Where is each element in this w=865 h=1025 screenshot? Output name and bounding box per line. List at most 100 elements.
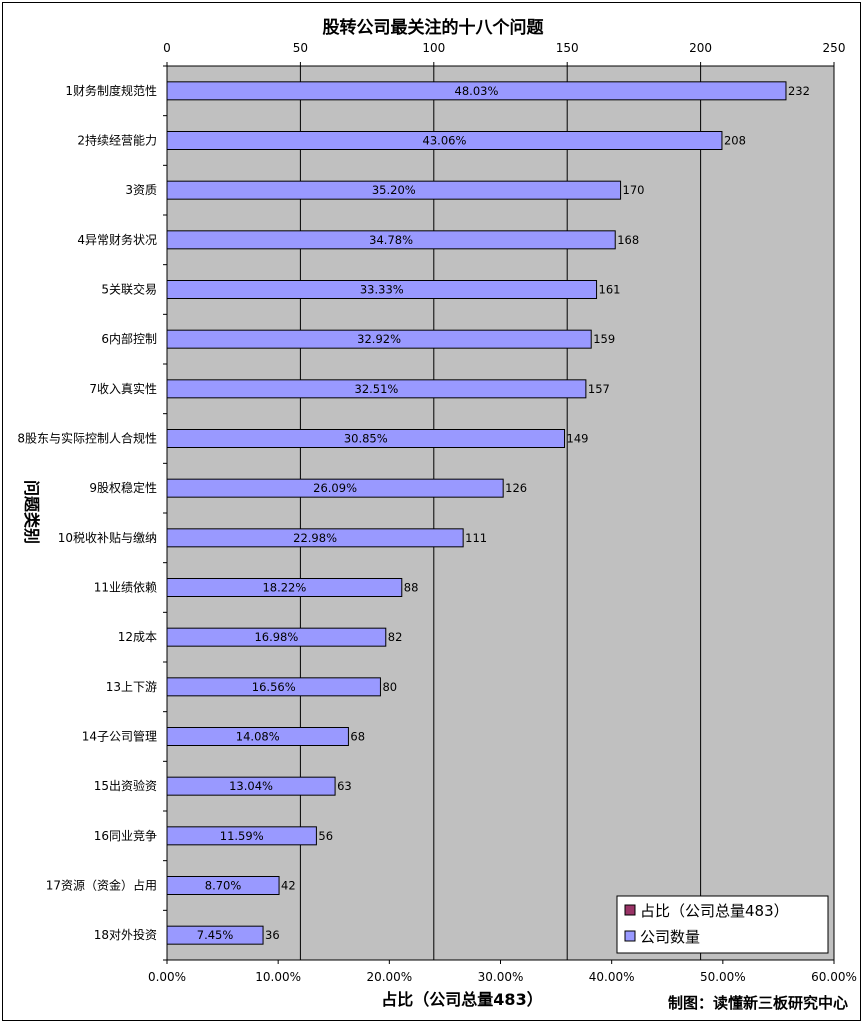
bar-count-label: 111	[465, 531, 487, 545]
bar-percent-label: 48.03%	[455, 84, 499, 98]
bar-percent-label: 22.98%	[293, 531, 337, 545]
bottom-tick-label: 60.00%	[811, 970, 857, 984]
bottom-tick-label: 40.00%	[589, 970, 635, 984]
bar	[166, 727, 349, 746]
top-tick-label: 100	[422, 41, 445, 55]
bar-count-label: 161	[599, 283, 621, 297]
category-label: 14子公司管理	[82, 729, 157, 744]
category-label: 18对外投资	[94, 927, 157, 942]
category-label: 1财务制度规范性	[65, 83, 157, 98]
bar-count-label: 80	[382, 680, 397, 694]
bar-count-label: 168	[617, 233, 639, 247]
bar	[166, 677, 381, 697]
bar-count-label: 159	[593, 332, 615, 346]
bar	[166, 627, 387, 647]
bar-count-label: 42	[281, 879, 296, 893]
category-label: 9股权稳定性	[89, 480, 157, 495]
bar	[166, 280, 598, 299]
top-tick-label: 150	[556, 41, 579, 55]
bottom-tick-label: 30.00%	[478, 970, 524, 984]
category-axis: 1财务制度规范性 2持续经营能力 3资质 4异常财务状况 5关联交易 6内部控制 7收入真实…	[17, 65, 167, 961]
bar-count-label: 56	[318, 829, 333, 843]
bottom-tick-label: 10.00%	[255, 970, 301, 984]
bar-count-label: 36	[265, 928, 280, 942]
category-label: 8股东与实际控制人合规性	[17, 431, 157, 446]
plot-area	[166, 65, 835, 961]
legend-box	[616, 895, 829, 954]
bar-percent-label: 26.09%	[313, 481, 357, 495]
gridlines	[299, 66, 702, 960]
bar	[166, 329, 592, 349]
bar-percent-label: 32.92%	[357, 332, 401, 346]
bar-percent-label: 11.59%	[220, 829, 264, 843]
bar-percent-label: 33.33%	[360, 283, 404, 297]
bar-count-label: 149	[567, 432, 589, 446]
bar-percent-label: 7.45%	[197, 928, 234, 942]
category-label: 12成本	[118, 630, 157, 644]
bar-percent-label: 16.98%	[254, 630, 298, 644]
top-tick-label: 0	[163, 41, 171, 55]
top-tick-label: 50	[293, 41, 308, 55]
bar-percent-label: 43.06%	[423, 134, 467, 148]
bar	[166, 230, 616, 250]
category-label: 13上下游	[106, 680, 157, 694]
legend-swatch-pct	[624, 904, 636, 916]
bar	[166, 180, 622, 200]
bar	[166, 81, 787, 101]
bar-count-label: 232	[788, 84, 810, 98]
category-label: 11业绩依赖	[94, 580, 157, 595]
category-label: 17资源（资金）占用	[46, 878, 157, 893]
bar-percent-label: 14.08%	[236, 730, 280, 744]
bar	[166, 826, 317, 846]
x-axis-title: 占比（公司总量483）	[381, 990, 542, 1009]
bar-count-label: 63	[337, 779, 352, 793]
top-tick-label: 250	[823, 41, 846, 55]
category-label: 10税收补贴与缴纳	[58, 530, 157, 545]
bar	[166, 925, 264, 945]
legend-label-count: 公司数量	[640, 928, 700, 946]
category-label: 2持续经营能力	[77, 133, 157, 148]
bar	[166, 429, 566, 448]
chart-title: 股转公司最关注的十八个问题	[323, 17, 545, 38]
bar	[166, 578, 403, 597]
bottom-tick-label: 0.00%	[148, 970, 186, 984]
top-tick-label: 200	[689, 41, 712, 55]
category-label: 4异常财务状况	[77, 232, 157, 247]
bar-percent-label: 30.85%	[344, 432, 388, 446]
bar	[166, 131, 723, 150]
bar-count-label: 208	[724, 134, 746, 148]
category-label: 5关联交易	[101, 282, 157, 297]
bar-percent-label: 18.22%	[262, 581, 306, 595]
credit-text: 制图：读懂新三板研究中心	[668, 994, 848, 1012]
category-label: 15出资验资	[94, 778, 157, 793]
bar-percent-label: 35.20%	[372, 183, 416, 197]
bar	[166, 379, 587, 399]
y-axis-title: 问题类别	[22, 480, 41, 544]
bottom-tick-label: 50.00%	[700, 970, 746, 984]
category-label: 16同业竞争	[94, 829, 157, 843]
bar-count-label: 82	[388, 630, 403, 644]
bar-count-label: 170	[623, 183, 645, 197]
bar-percent-label: 32.51%	[355, 382, 399, 396]
category-label: 7收入真实性	[89, 381, 157, 396]
bar-percent-label: 16.56%	[252, 680, 296, 694]
category-label: 3资质	[125, 183, 157, 197]
bottom-axis: 0.00% 10.00% 20.00% 30.00% 40.00% 50.00% 60.00…	[148, 960, 857, 984]
legend-swatch-count	[624, 930, 636, 942]
bar-percent-label: 34.78%	[369, 233, 413, 247]
bar	[166, 478, 504, 498]
bar-count-label: 157	[588, 382, 610, 396]
bar-count-label: 126	[505, 481, 527, 495]
bottom-tick-label: 20.00%	[366, 970, 412, 984]
top-axis: 0 50 100 150 200 250	[163, 41, 845, 66]
bar	[166, 528, 464, 548]
legend-label-pct: 占比（公司总量483）	[640, 902, 789, 920]
bar-count-label: 88	[404, 581, 419, 595]
bar	[166, 776, 336, 796]
bar-percent-label: 8.70%	[205, 879, 242, 893]
category-label: 6内部控制	[101, 331, 157, 346]
bar	[166, 876, 280, 895]
bar-percent-label: 13.04%	[229, 779, 273, 793]
